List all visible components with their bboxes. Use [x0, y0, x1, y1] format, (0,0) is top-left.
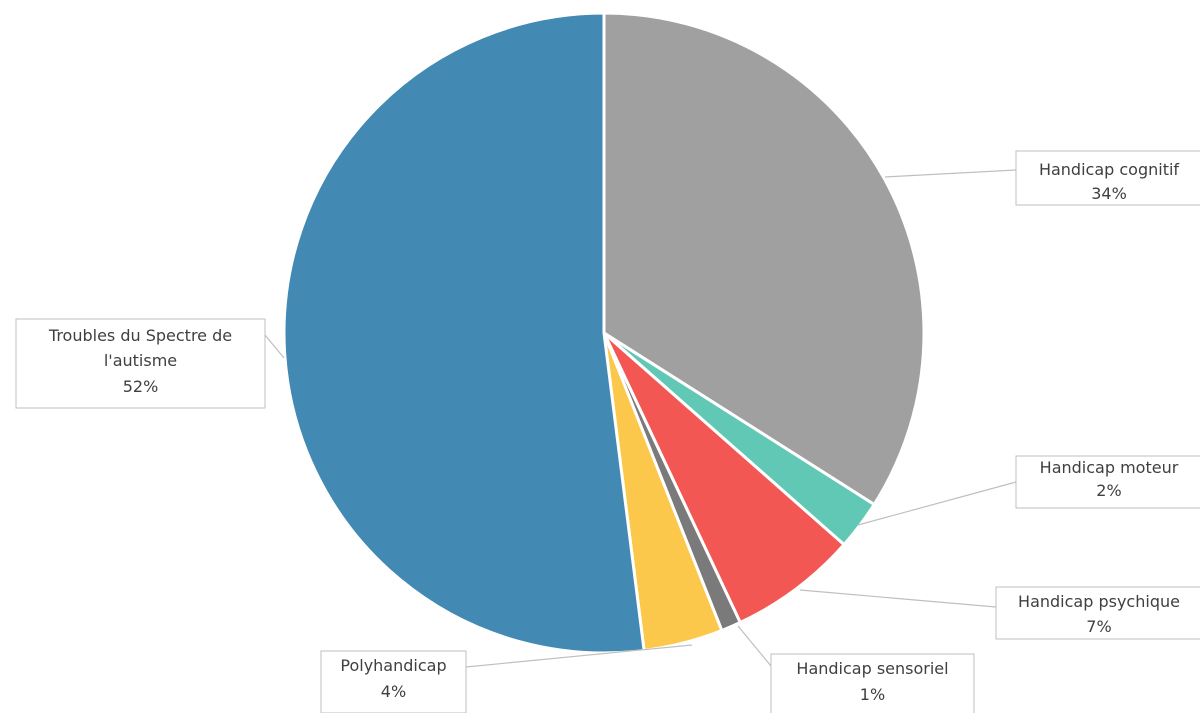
data-label-category: Handicap moteur	[1040, 458, 1179, 477]
data-label-percent: 7%	[1086, 617, 1111, 636]
pie-slice-handicap-psychique	[602, 331, 847, 625]
data-label: Handicap psychique 7%	[995, 586, 1200, 640]
data-label-box	[1015, 150, 1200, 206]
data-label-percent: 2%	[1096, 481, 1121, 500]
data-label-category: Handicap cognitif	[1039, 160, 1179, 179]
leader-line	[465, 644, 693, 668]
data-label: Handicap cognitif 34%	[1015, 150, 1200, 206]
data-label-percent: 52%	[123, 377, 159, 396]
data-label-box	[320, 650, 467, 713]
data-label-percent: 4%	[381, 682, 406, 701]
pie-slices	[282, 11, 926, 655]
leader-line	[884, 169, 1017, 178]
data-label-percent: 1%	[860, 685, 885, 704]
data-label-box	[770, 653, 975, 713]
data-label-box	[1015, 455, 1200, 509]
data-label-category: Handicap psychique	[1018, 592, 1180, 611]
data-label-box	[15, 318, 266, 409]
data-label-box	[995, 586, 1200, 640]
data-label-category: l'autisme	[104, 351, 177, 370]
leader-lines	[264, 169, 1017, 668]
leader-line	[799, 589, 997, 608]
pie-slice-troubles-du-spectre-de-l-autisme	[282, 11, 646, 655]
data-label-category: Polyhandicap	[340, 656, 446, 675]
data-label: Troubles du Spectre de l'autisme 52%	[15, 318, 266, 409]
data-label-category: Handicap sensoriel	[796, 659, 948, 678]
data-label: Polyhandicap 4%	[320, 650, 467, 713]
pie-slice-handicap-cognitif	[602, 11, 926, 507]
leader-line	[857, 481, 1017, 526]
leader-line	[264, 334, 285, 359]
data-label-percent: 34%	[1091, 184, 1127, 203]
data-label: Handicap moteur 2%	[1015, 455, 1200, 509]
data-label-category: Troubles du Spectre de	[48, 326, 232, 345]
data-label: Handicap sensoriel 1%	[770, 653, 975, 713]
leader-line	[737, 625, 772, 667]
